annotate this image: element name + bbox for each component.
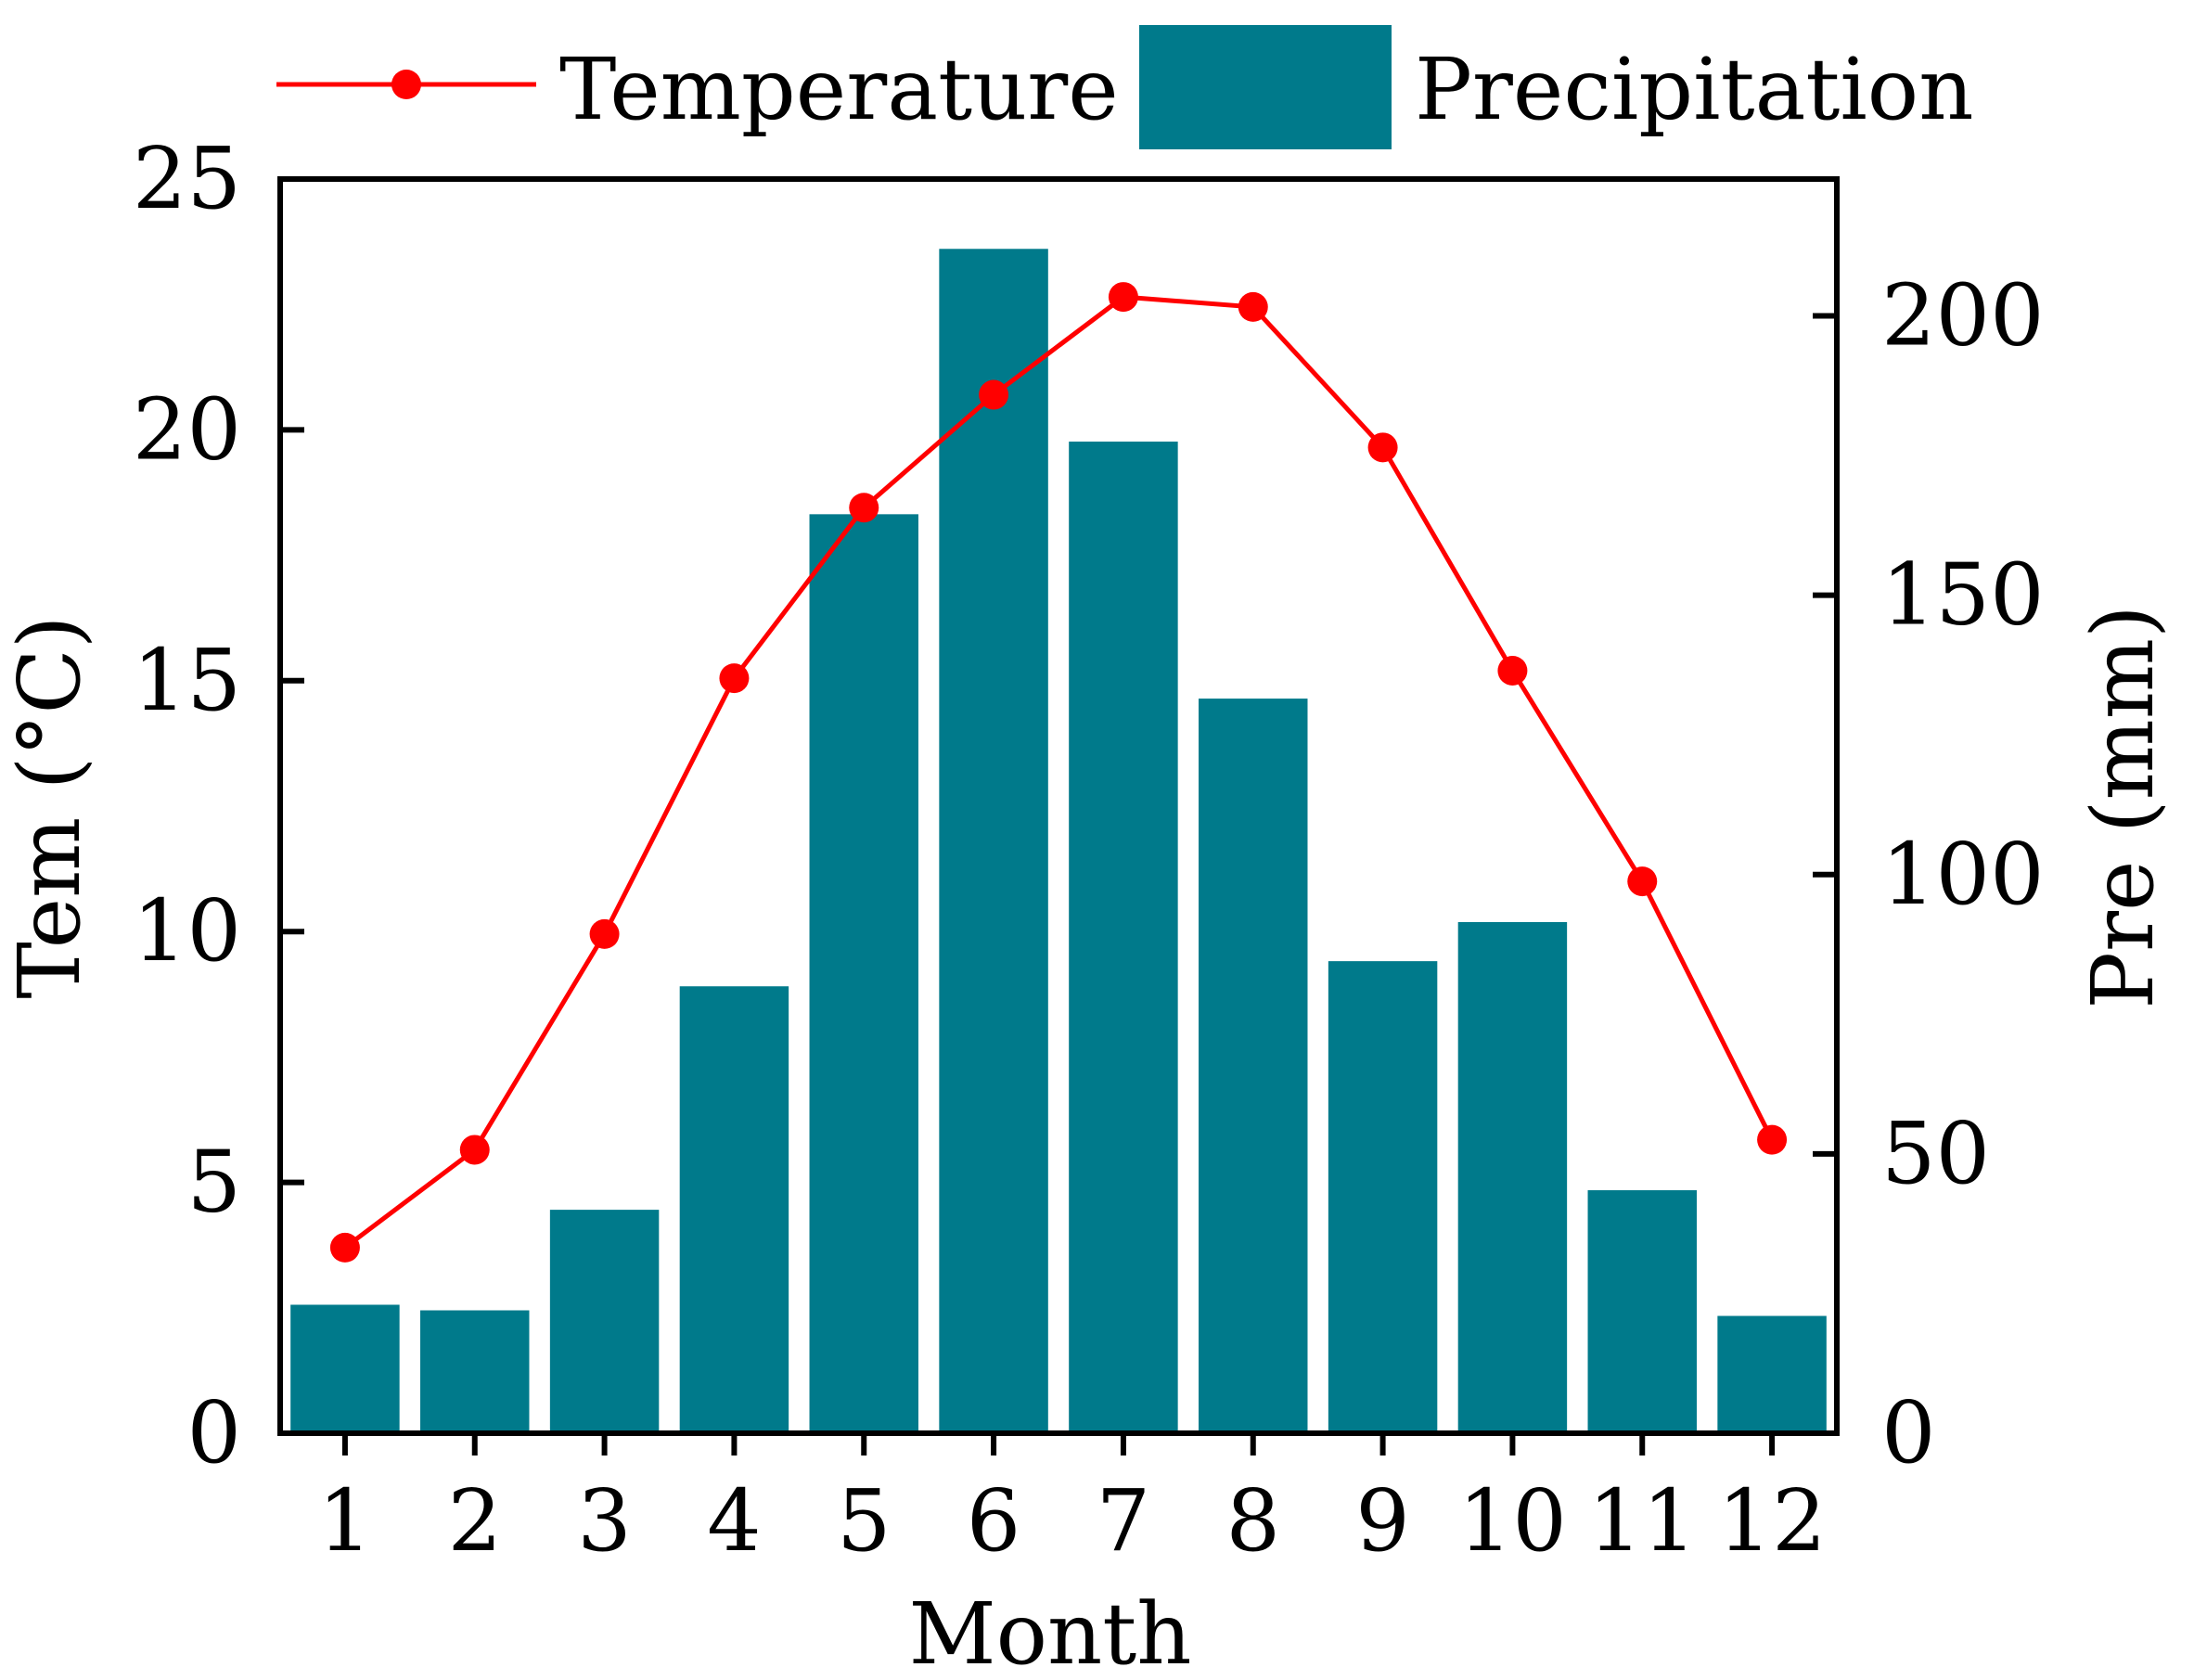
legend-precipitation-swatch xyxy=(1139,25,1392,149)
temperature-point xyxy=(1757,1124,1788,1155)
temperature-point xyxy=(849,493,879,523)
precipitation-bar xyxy=(939,249,1048,1434)
legend: Temperature Precipitation xyxy=(276,25,1973,149)
x-tick-label: 12 xyxy=(1718,1471,1827,1571)
precipitation-bar xyxy=(809,514,918,1433)
y-right-tick-label: 100 xyxy=(1881,825,2045,924)
precipitation-bar xyxy=(420,1310,530,1433)
temperature-point xyxy=(1367,432,1398,463)
y-right-tick-label: 0 xyxy=(1881,1383,1936,1482)
x-tick-label: 6 xyxy=(967,1471,1021,1571)
y-left-tick-label: 25 xyxy=(133,129,241,228)
y-right-tick-label: 50 xyxy=(1881,1104,1990,1203)
y-right-tick-label: 200 xyxy=(1881,266,2045,365)
x-tick-label: 8 xyxy=(1225,1471,1280,1571)
precipitation-bar xyxy=(290,1304,400,1433)
legend-precipitation-label: Precipitation xyxy=(1415,40,1973,139)
precipitation-bar xyxy=(1717,1315,1827,1433)
y-axis-right-title: Pre (mm) xyxy=(2073,605,2173,1009)
temperature-point xyxy=(1627,866,1658,897)
x-tick-label: 9 xyxy=(1355,1471,1410,1571)
y-left-tick-label: 10 xyxy=(133,881,241,981)
x-tick-label: 11 xyxy=(1588,1471,1697,1571)
precipitation-bar xyxy=(1457,921,1568,1433)
temperature-point xyxy=(459,1135,490,1165)
plot-frame xyxy=(277,176,1840,1436)
legend-temperature-label: Temperature xyxy=(559,40,1119,139)
temperature-point xyxy=(1497,655,1528,686)
x-tick-label: 4 xyxy=(707,1471,762,1571)
x-tick-label: 7 xyxy=(1097,1471,1151,1571)
precipitation-bars xyxy=(290,249,1827,1434)
y-left-tick-label: 5 xyxy=(186,1133,241,1232)
x-tick-label: 5 xyxy=(837,1471,892,1571)
temperature-point xyxy=(1238,291,1268,322)
y-left-tick-label: 20 xyxy=(133,379,241,479)
temperature-line xyxy=(329,282,1788,1263)
x-tick-label: 3 xyxy=(577,1471,632,1571)
temperature-point xyxy=(719,663,750,694)
x-tick-label: 10 xyxy=(1458,1471,1567,1571)
precipitation-bar xyxy=(1328,961,1438,1433)
x-tick-label: 1 xyxy=(318,1471,373,1571)
y-left-tick-label: 15 xyxy=(133,631,241,730)
temperature-point xyxy=(589,918,620,949)
x-axis-title: Month xyxy=(908,1584,1191,1680)
temperature-point xyxy=(1108,282,1138,313)
precipitation-bar xyxy=(1587,1190,1697,1433)
legend-temperature-marker xyxy=(391,70,421,99)
y-left-tick-label: 0 xyxy=(186,1383,241,1482)
temperature-point xyxy=(329,1232,360,1263)
y-right-tick-label: 150 xyxy=(1881,545,2045,645)
precipitation-bar xyxy=(679,986,789,1433)
precipitation-bar xyxy=(1069,442,1178,1434)
precipitation-bar xyxy=(1199,699,1308,1433)
x-tick-label: 2 xyxy=(447,1471,502,1571)
precipitation-bar xyxy=(549,1210,660,1433)
temperature-series-line xyxy=(343,294,1775,1250)
temperature-point xyxy=(979,379,1009,410)
y-axis-left-title: Tem (°C) xyxy=(0,615,99,998)
